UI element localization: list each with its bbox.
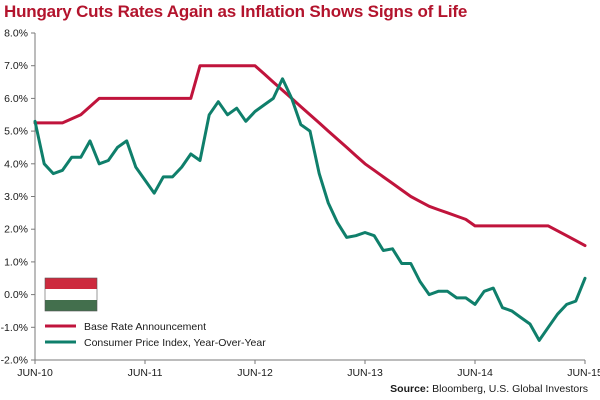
x-tick-label: JUN-13 [347, 367, 383, 379]
y-tick-label: 0.0% [4, 289, 28, 301]
y-tick-label: 6.0% [4, 93, 28, 105]
flag-stripe-white [45, 289, 97, 300]
source-label: Source: [390, 383, 430, 395]
legend-label-base-rate: Base Rate Announcement [84, 321, 206, 333]
legend: Base Rate Announcement Consumer Price In… [44, 277, 266, 349]
x-tick-label: JUN-10 [17, 367, 53, 379]
y-axis: -2.0% -1.0% 0.0% 1.0% 2.0% 3.0% 4.0% 5.0% 6.0% 7.… [1, 28, 36, 367]
flag-stripe-red [45, 278, 97, 289]
x-tick-label: JUN-14 [457, 367, 493, 379]
y-tick-label: 4.0% [4, 158, 28, 170]
y-tick-label: 7.0% [4, 60, 28, 72]
y-tick-label: 1.0% [4, 256, 28, 268]
legend-label-cpi: Consumer Price Index, Year-Over-Year [84, 337, 266, 349]
chart-title: Hungary Cuts Rates Again as Inflation Sh… [4, 2, 468, 21]
hungary-flag-icon [44, 277, 98, 312]
flag-border [44, 277, 98, 312]
x-tick-label: JUN-11 [128, 367, 163, 379]
y-tick-label: 5.0% [4, 126, 28, 138]
series-lines [33, 64, 587, 342]
series-line-cpi [33, 77, 587, 342]
flag-stripe-green [45, 300, 97, 311]
y-tick-label: -2.0% [1, 355, 28, 367]
y-tick-label: 8.0% [4, 28, 28, 40]
y-tick-label: -1.0% [1, 322, 28, 334]
x-axis: JUN-10 JUN-11 JUN-12 JUN-13 JUN-14 JUN-15 [17, 359, 600, 379]
series-line-base-rate [33, 64, 587, 248]
source-note: Source: Bloomberg, U.S. Global Investors [390, 383, 588, 395]
y-tick-label: 2.0% [4, 224, 28, 236]
source-text: Bloomberg, U.S. Global Investors [432, 383, 588, 395]
x-tick-label: JUN-15 [567, 367, 600, 379]
y-tick-label: 3.0% [4, 191, 28, 203]
x-tick-label: JUN-12 [237, 367, 273, 379]
